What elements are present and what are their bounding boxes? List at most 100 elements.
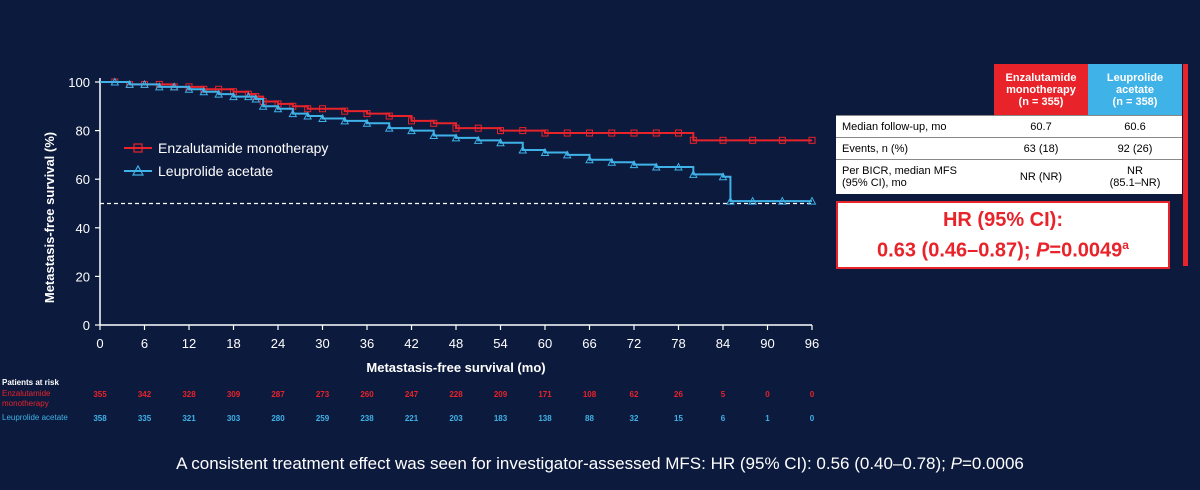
risk-value-enzalutamide: 247 xyxy=(405,390,419,399)
censor-marker-enzalutamide xyxy=(778,136,786,144)
risk-value-enzalutamide: 0 xyxy=(765,390,770,399)
risk-value-enzalutamide: 171 xyxy=(538,390,552,399)
summary-header-blank xyxy=(836,64,994,115)
summary-table: Enzalutamide monotherapy (n = 355) Leupr… xyxy=(836,64,1182,194)
summary-row-follow-up: Median follow-up, mo 60.7 60.6 xyxy=(836,115,1182,137)
censor-marker-enzalutamide xyxy=(808,136,816,144)
risk-value-enzalutamide: 355 xyxy=(93,390,107,399)
risk-value-enzalutamide: 62 xyxy=(630,390,639,399)
censor-marker-leuprolide xyxy=(184,84,194,93)
risk-value-leuprolide: 15 xyxy=(674,414,683,423)
summary-header-enz-line3: (n = 355) xyxy=(1018,95,1064,108)
censor-marker-leuprolide xyxy=(429,130,439,139)
censor-marker-leuprolide xyxy=(726,196,735,205)
censor-marker-enzalutamide xyxy=(675,129,682,137)
y-axis-title: Metastasis-free survival (%) xyxy=(42,132,57,303)
censor-marker-enzalutamide xyxy=(519,127,527,135)
censor-marker-leuprolide xyxy=(473,135,483,144)
legend-label-enzalutamide: Enzalutamide monotherapy xyxy=(158,140,328,156)
risk-value-enzalutamide: 209 xyxy=(494,390,508,399)
summary-header-leuprolide: Leuprolide acetate (n = 358) xyxy=(1088,64,1182,115)
censor-marker-leuprolide xyxy=(384,123,394,132)
censor-marker-leuprolide xyxy=(229,92,238,101)
summary-label-median-mfs-line1: Per BICR, median MFS xyxy=(842,165,957,177)
risk-table-title: Patients at risk xyxy=(2,378,59,387)
summary-value-events-leu: 92 (26) xyxy=(1117,142,1153,155)
x-tick-label: 66 xyxy=(582,336,596,351)
risk-row-label-leuprolide: Leuprolide acetate xyxy=(2,413,68,422)
risk-value-enzalutamide: 273 xyxy=(316,390,330,399)
summary-value-events-enz: 63 (18) xyxy=(1023,142,1059,155)
censor-marker-enzalutamide xyxy=(385,112,393,120)
summary-value-median-mfs-leu: NR (85.1–NR) xyxy=(1088,165,1182,189)
censor-marker-leuprolide xyxy=(110,77,120,86)
x-tick-label: 0 xyxy=(96,336,103,351)
summary-label-median-mfs: Per BICR, median MFS (95% CI), mo xyxy=(836,165,994,189)
censor-marker-enzalutamide xyxy=(586,129,593,137)
risk-value-enzalutamide: 287 xyxy=(271,390,285,399)
risk-value-leuprolide: 280 xyxy=(271,414,285,423)
censor-marker-leuprolide xyxy=(169,82,179,91)
x-tick-label: 30 xyxy=(315,336,329,351)
censor-marker-leuprolide xyxy=(607,157,617,166)
censor-marker-leuprolide xyxy=(518,145,528,154)
summary-label-events: Events, n (%) xyxy=(842,142,909,155)
censor-marker-enzalutamide xyxy=(452,124,460,132)
summary-value-follow-up-enz: 60.7 xyxy=(1030,120,1052,133)
risk-value-enzalutamide: 228 xyxy=(449,390,463,399)
chart-legend: Enzalutamide monotherapy Leuprolide acet… xyxy=(124,140,328,179)
risk-row-label-enzalutamide: Enzalutamide monotherapy xyxy=(2,389,53,408)
x-tick-label: 18 xyxy=(226,336,240,351)
censor-marker-leuprolide xyxy=(718,172,728,181)
risk-value-enzalutamide: 108 xyxy=(583,390,597,399)
summary-label-median-mfs-line2: (95% CI), mo xyxy=(842,177,907,189)
risk-value-leuprolide: 6 xyxy=(721,414,726,423)
censor-marker-enzalutamide xyxy=(474,124,482,132)
risk-value-leuprolide: 335 xyxy=(138,414,152,423)
y-tick-label: 20 xyxy=(76,269,90,284)
risk-value-enzalutamide: 260 xyxy=(360,390,374,399)
summary-value-follow-up-leu: 60.6 xyxy=(1124,120,1146,133)
censor-marker-leuprolide xyxy=(154,82,164,91)
chart-axes: 0 20 40 60 80 100 0 6 12 18 24 30 36 42 48 54 60 66 72 78 84… xyxy=(42,75,819,375)
y-tick-label: 60 xyxy=(76,172,90,187)
summary-header-enz-line2: monotherapy xyxy=(1006,83,1076,96)
censor-marker-leuprolide xyxy=(288,109,298,118)
censor-marker-enzalutamide xyxy=(497,127,504,135)
hazard-ratio-value: 0.63 (0.46–0.87); P=0.0049a xyxy=(838,238,1168,263)
censor-marker-leuprolide xyxy=(214,89,224,98)
y-tick-label: 80 xyxy=(76,124,90,139)
y-tick-label: 40 xyxy=(76,221,90,236)
y-tick-label: 100 xyxy=(68,75,90,90)
chart-curves xyxy=(100,77,817,205)
risk-value-leuprolide: 138 xyxy=(538,414,552,423)
risk-table: Patients at risk Enzalutamide monotherap… xyxy=(2,378,815,423)
risk-value-leuprolide: 358 xyxy=(93,414,107,423)
censor-marker-leuprolide xyxy=(629,160,639,169)
risk-value-leuprolide: 183 xyxy=(494,414,508,423)
censor-marker-enzalutamide xyxy=(652,129,660,137)
censor-marker-leuprolide xyxy=(303,111,313,120)
x-tick-label: 48 xyxy=(449,336,463,351)
hazard-ratio-estimate: 0.63 (0.46–0.87); xyxy=(877,239,1037,262)
x-tick-label: 84 xyxy=(716,336,730,351)
summary-row-median-mfs: Per BICR, median MFS (95% CI), mo NR (NR… xyxy=(836,159,1182,194)
risk-value-enzalutamide: 309 xyxy=(227,390,241,399)
censor-marker-leuprolide xyxy=(451,133,461,142)
censor-marker-enzalutamide xyxy=(541,129,549,137)
censor-marker-leuprolide xyxy=(258,101,268,110)
summary-header-leu-line3: (n = 358) xyxy=(1112,95,1158,108)
x-tick-label: 42 xyxy=(404,336,418,351)
x-tick-label: 6 xyxy=(141,336,148,351)
x-tick-label: 60 xyxy=(538,336,552,351)
x-tick-label: 54 xyxy=(493,336,507,351)
x-tick-label: 96 xyxy=(805,336,819,351)
censor-marker-enzalutamide xyxy=(563,129,571,137)
censor-marker-enzalutamide xyxy=(749,136,757,144)
censor-marker-leuprolide xyxy=(540,147,550,156)
censor-marker-leuprolide xyxy=(125,79,135,88)
legend-marker-leuprolide xyxy=(131,164,145,176)
risk-value-leuprolide: 221 xyxy=(405,414,419,423)
summary-label-follow-up: Median follow-up, mo xyxy=(842,120,947,133)
summary-header-enz-line1: Enzalutamide xyxy=(1005,71,1077,84)
